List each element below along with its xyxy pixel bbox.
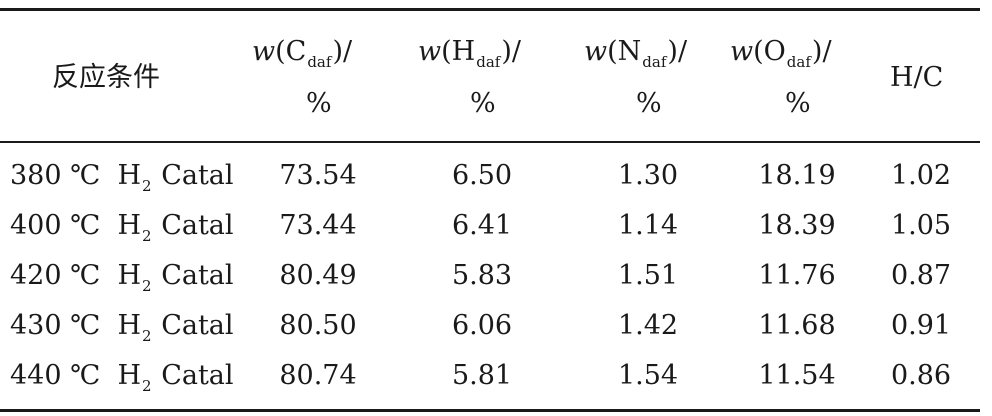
hydrogen-cell: 5.83 (451, 260, 513, 291)
hydrogen-cell: 5.81 (451, 360, 513, 391)
header-oxygen: w(Odaf)/ (730, 36, 832, 71)
oxygen-cell: 18.39 (758, 210, 836, 241)
hc-cell: 0.91 (890, 310, 952, 341)
condition-cell: 440 ℃ H2 Catal (10, 360, 234, 395)
header-hc: H/C (890, 62, 944, 93)
hc-cell: 1.05 (890, 210, 952, 241)
nitrogen-cell: 1.54 (617, 360, 679, 391)
nitrogen-cell: 1.30 (617, 160, 679, 191)
carbon-cell: 80.49 (279, 260, 357, 291)
table-row: 440 ℃ H2 Catal 80.74 5.81 1.54 11.54 0.8… (0, 360, 980, 410)
table-row: 430 ℃ H2 Catal 80.50 6.06 1.42 11.68 0.9… (0, 310, 980, 360)
condition-cell: 380 ℃ H2 Catal (10, 160, 234, 195)
nitrogen-cell: 1.51 (617, 260, 679, 291)
header-hydrogen-unit: % (470, 88, 496, 119)
hc-cell: 0.86 (890, 360, 952, 391)
header-carbon-unit: % (306, 88, 332, 119)
bottom-rule (0, 409, 980, 412)
hc-cell: 1.02 (890, 160, 952, 191)
carbon-cell: 73.44 (279, 210, 357, 241)
oxygen-cell: 11.68 (758, 310, 836, 341)
condition-cell: 400 ℃ H2 Catal (10, 210, 234, 245)
table-row: 380 ℃ H2 Catal 73.54 6.50 1.30 18.19 1.0… (0, 160, 980, 210)
header-hydrogen: w(Hdaf)/ (418, 36, 521, 71)
nitrogen-cell: 1.42 (617, 310, 679, 341)
header-carbon: w(Cdaf)/ (252, 36, 353, 71)
table-row: 400 ℃ H2 Catal 73.44 6.41 1.14 18.39 1.0… (0, 210, 980, 260)
header-oxygen-unit: % (785, 88, 811, 119)
hydrogen-cell: 6.06 (451, 310, 513, 341)
oxygen-cell: 11.76 (758, 260, 836, 291)
header-nitrogen: w(Ndaf)/ (584, 36, 688, 71)
carbon-cell: 80.74 (279, 360, 357, 391)
header-nitrogen-unit: % (636, 88, 662, 119)
nitrogen-cell: 1.14 (617, 210, 679, 241)
header-condition: 反应条件 (52, 62, 160, 93)
condition-cell: 430 ℃ H2 Catal (10, 310, 234, 345)
oxygen-cell: 18.19 (758, 160, 836, 191)
hydrogen-cell: 6.41 (451, 210, 513, 241)
condition-cell: 420 ℃ H2 Catal (10, 260, 234, 295)
oxygen-cell: 11.54 (758, 360, 836, 391)
top-rule (0, 8, 980, 11)
carbon-cell: 73.54 (279, 160, 357, 191)
hydrogen-cell: 6.50 (451, 160, 513, 191)
carbon-cell: 80.50 (279, 310, 357, 341)
table-row: 420 ℃ H2 Catal 80.49 5.83 1.51 11.76 0.8… (0, 260, 980, 310)
hc-cell: 0.87 (890, 260, 952, 291)
header-rule (0, 141, 980, 143)
